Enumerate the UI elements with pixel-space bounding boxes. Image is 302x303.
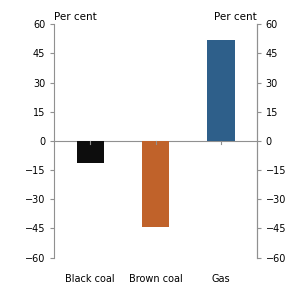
Text: Brown coal: Brown coal [129,274,182,284]
Bar [142,141,169,228]
Bar [207,40,235,141]
Text: Per cent: Per cent [214,12,257,22]
Text: Black coal: Black coal [66,274,115,284]
Text: Per cent: Per cent [54,12,97,22]
Bar [76,141,104,163]
Text: Gas: Gas [211,274,230,284]
